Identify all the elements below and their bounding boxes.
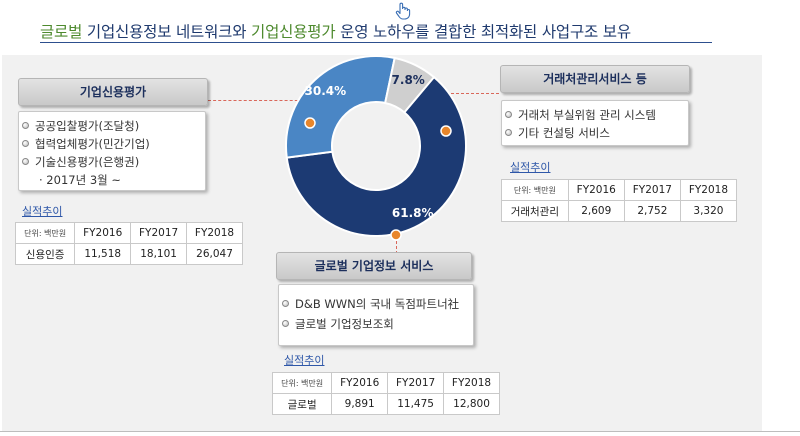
value-cell: 11,518 xyxy=(74,243,132,265)
table-row: 신용인증 11,518 18,101 26,047 xyxy=(14,243,243,265)
list-item: 기술신용평가(은행권) xyxy=(19,153,205,171)
connector-trade xyxy=(446,93,499,94)
marker-dot-icon xyxy=(440,125,452,137)
trade-perf-table: 단위: 백만원 FY2016 FY2017 FY2018 거래처관리 2,609… xyxy=(501,179,738,222)
pie-slice-global xyxy=(285,55,396,159)
unit-cell: 단위: 백만원 xyxy=(501,179,569,201)
global-section-header: 글로벌 기업정보 서비스 xyxy=(276,252,472,280)
trade-section-header: 거래처관리서비스 등 xyxy=(500,65,690,93)
unit-cell: 단위: 백만원 xyxy=(271,372,333,394)
year-cell: FY2016 xyxy=(74,222,132,244)
table-header-row: 단위: 백만원 FY2016 FY2017 FY2018 xyxy=(271,372,500,394)
row-label: 거래처관리 xyxy=(501,200,569,222)
list-item: 글로벌 기업정보조회 xyxy=(279,314,473,334)
connector-credit xyxy=(208,100,308,101)
credit-section-header: 기업신용평가 xyxy=(18,78,208,106)
value-cell: 2,609 xyxy=(567,200,625,222)
year-cell: FY2016 xyxy=(331,372,389,394)
list-item: 협력업체평가(민간기업) xyxy=(19,135,205,153)
trade-info-box: 거래처 부실위험 관리 시스템 기타 컨설팅 서비스 xyxy=(501,100,689,146)
value-cell: 18,101 xyxy=(130,243,188,265)
bullet-icon xyxy=(22,140,29,147)
value-cell: 12,800 xyxy=(443,393,500,415)
year-cell: FY2017 xyxy=(130,222,188,244)
pie-slice-credit xyxy=(285,75,467,237)
bullet-icon xyxy=(505,111,512,118)
credit-info-box: 공공입찰평가(조달청) 협력업체평가(민간기업) 기술신용평가(은행권) · 2… xyxy=(18,111,206,191)
list-item: 거래처 부실위험 관리 시스템 xyxy=(502,106,688,124)
bullet-icon xyxy=(22,158,29,165)
right-margin xyxy=(762,55,800,431)
pie-label-credit: 61.8% xyxy=(392,206,434,220)
pie-label-trade: 7.8% xyxy=(392,73,425,87)
table-header-row: 단위: 백만원 FY2016 FY2017 FY2018 xyxy=(14,222,243,244)
list-item: 기타 컨설팅 서비스 xyxy=(502,124,688,142)
table-row: 거래처관리 2,609 2,752 3,320 xyxy=(501,200,738,222)
bottom-divider xyxy=(0,431,800,432)
value-cell: 26,047 xyxy=(186,243,243,265)
pie-label-global: 30.4% xyxy=(305,84,347,98)
trade-perf-link[interactable]: 실적추이 xyxy=(510,161,551,174)
year-cell: FY2016 xyxy=(567,179,625,201)
year-cell: FY2017 xyxy=(623,179,681,201)
row-label: 글로벌 xyxy=(271,393,333,415)
global-perf-table: 단위: 백만원 FY2016 FY2017 FY2018 글로벌 9,891 1… xyxy=(271,372,500,415)
title-text-end: 운영 노하우를 결합한 최적화된 사업구조 보유 xyxy=(335,23,631,41)
credit-perf-link[interactable]: 실적추이 xyxy=(22,205,63,218)
value-cell: 9,891 xyxy=(331,393,389,415)
year-cell: FY2018 xyxy=(679,179,738,201)
marker-dot-icon xyxy=(390,229,402,241)
row-label: 신용인증 xyxy=(14,243,76,265)
bullet-icon xyxy=(282,320,289,327)
bullet-icon xyxy=(282,300,289,307)
title-underline xyxy=(40,42,712,43)
title-highlight-credit: 기업신용평가 xyxy=(251,23,336,41)
marker-dot-icon xyxy=(304,117,316,129)
global-info-box: D&B WWN의 국내 독점파트너社 글로벌 기업정보조회 xyxy=(278,284,474,346)
value-cell: 2,752 xyxy=(623,200,681,222)
bullet-icon xyxy=(505,129,512,136)
hand-cursor-icon xyxy=(395,2,411,20)
connector-global xyxy=(396,236,397,254)
table-row: 글로벌 9,891 11,475 12,800 xyxy=(271,393,500,415)
credit-start-note: · 2017년 3월 ~ xyxy=(39,173,122,187)
value-cell: 3,320 xyxy=(679,200,738,222)
pie-slice-trade xyxy=(383,56,436,114)
global-perf-link[interactable]: 실적추이 xyxy=(284,354,325,367)
page-title: 글로벌 기업신용정보 네트워크와 기업신용평가 운영 노하우를 결합한 최적화된… xyxy=(40,20,631,42)
year-cell: FY2018 xyxy=(443,372,500,394)
bullet-icon xyxy=(22,122,29,129)
year-cell: FY2017 xyxy=(387,372,445,394)
value-cell: 11,475 xyxy=(387,393,445,415)
credit-perf-table: 단위: 백만원 FY2016 FY2017 FY2018 신용인증 11,518… xyxy=(14,222,243,265)
list-item: D&B WWN의 국내 독점파트너社 xyxy=(279,294,473,314)
table-header-row: 단위: 백만원 FY2016 FY2017 FY2018 xyxy=(501,179,738,201)
unit-cell: 단위: 백만원 xyxy=(14,222,76,244)
title-text: 기업신용정보 네트워크와 xyxy=(82,23,252,41)
list-item: 공공입찰평가(조달청) xyxy=(19,117,205,135)
title-highlight-global: 글로벌 xyxy=(40,23,83,41)
year-cell: FY2018 xyxy=(186,222,243,244)
